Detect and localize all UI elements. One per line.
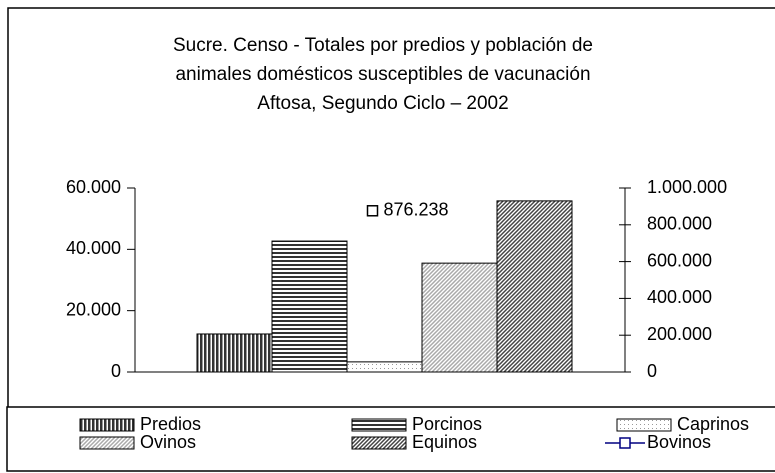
y2-tick-label: 1.000.000 <box>647 177 727 197</box>
bar <box>496 200 573 373</box>
bar <box>421 262 498 373</box>
legend-label: Porcinos <box>412 414 482 434</box>
y2-tick-label: 0 <box>647 361 657 381</box>
y-tick-label: 0 <box>111 361 121 381</box>
data-label: 876.238 <box>384 200 449 220</box>
bar <box>346 361 423 373</box>
legend-marker <box>619 437 631 449</box>
legend-label: Bovinos <box>647 432 711 452</box>
chart-title: Aftosa, Segundo Ciclo – 2002 <box>257 93 508 114</box>
chart-title: animales domésticos susceptibles de vacu… <box>175 64 590 85</box>
legend-swatch <box>616 418 672 432</box>
y2-tick-label: 800.000 <box>647 214 712 234</box>
legend-swatch <box>351 436 407 450</box>
legend-swatch <box>79 418 135 432</box>
chart-frame <box>7 7 775 471</box>
legend-label: Caprinos <box>677 414 749 434</box>
legend-label: Equinos <box>412 432 477 452</box>
legend-swatch <box>351 418 407 432</box>
legend-swatch <box>79 436 135 450</box>
point-marker <box>366 205 379 217</box>
bar <box>196 333 273 373</box>
legend-label: Ovinos <box>140 432 196 452</box>
y-tick-label: 60.000 <box>66 177 121 197</box>
y-tick-label: 20.000 <box>66 299 121 319</box>
y2-tick-label: 400.000 <box>647 287 712 307</box>
chart-title: Sucre. Censo - Totales por predios y pob… <box>173 35 593 56</box>
y2-tick-label: 600.000 <box>647 250 712 270</box>
y-tick-label: 40.000 <box>66 238 121 258</box>
y2-tick-label: 200.000 <box>647 324 712 344</box>
bar <box>271 240 348 373</box>
legend-label: Predios <box>140 414 201 434</box>
